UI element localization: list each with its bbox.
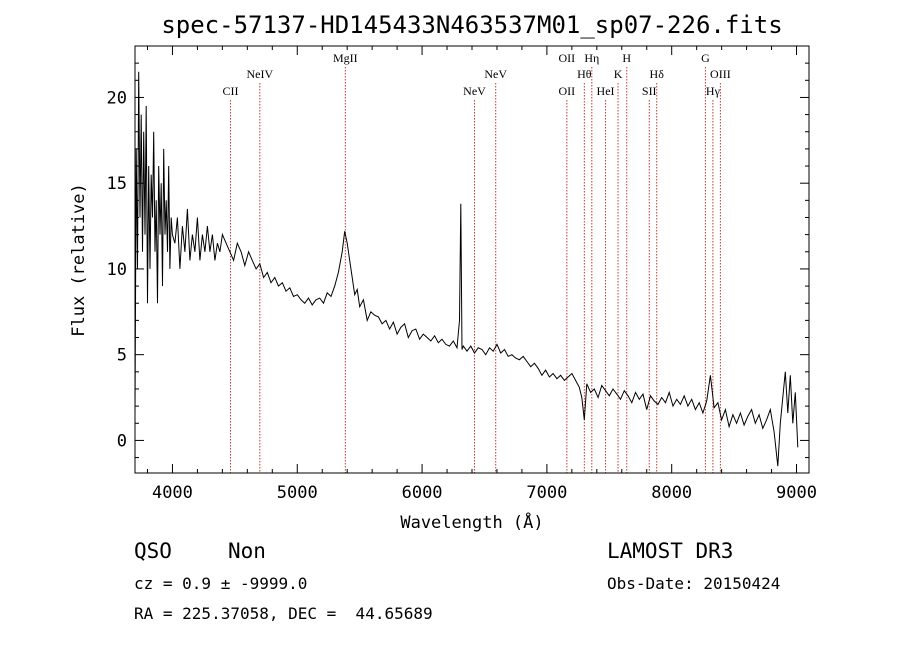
y-axis-label: Flux (relative) [69, 183, 89, 337]
plot-frame [134, 45, 810, 474]
line-marker-label: Hδ [650, 67, 665, 81]
chart-title: spec-57137-HD145433N463537M01_sp07-226.f… [161, 11, 782, 39]
y-tick-label: 15 [107, 174, 127, 194]
line-marker-label: NeV [484, 67, 507, 81]
line-marker-label: H [622, 51, 631, 65]
subclass-label: Non [228, 539, 266, 563]
y-tick-label: 5 [117, 346, 127, 366]
line-marker-label: K [614, 67, 623, 81]
spectrum-series-line [134, 71, 799, 467]
line-marker-label: G [701, 51, 710, 65]
line-marker-label: Hθ [577, 67, 592, 81]
line-marker-label: HeI [597, 84, 615, 98]
x-tick-label: 9000 [776, 483, 817, 503]
cz-line: cz = 0.9 ± -9999.0 [134, 574, 307, 593]
line-marker-label: Hγ [706, 84, 721, 98]
axis-ticks: 4000 5000 6000 7000 8000 9000 0 5 10 15 20 [107, 45, 817, 503]
x-tick-label: 8000 [651, 483, 692, 503]
x-axis-label: Wavelength (Å) [400, 511, 543, 533]
coordinates: RA = 225.37058, DEC = 44.65689 [134, 604, 433, 623]
x-tick-label: 6000 [402, 483, 443, 503]
x-tick-label: 5000 [277, 483, 318, 503]
line-marker-label: Hη [584, 51, 599, 65]
y-tick-label: 20 [107, 88, 127, 108]
x-tick-label: 4000 [152, 483, 193, 503]
line-marker-label: OII [559, 51, 576, 65]
survey-label: LAMOST DR3 [607, 539, 733, 563]
obs-date: Obs-Date: 20150424 [607, 574, 780, 593]
line-marker-label: OII [559, 84, 576, 98]
line-marker-label: NeV [463, 84, 486, 98]
line-marker-label: CII [222, 84, 238, 98]
y-tick-label: 0 [117, 431, 127, 451]
y-tick-label: 10 [107, 260, 127, 280]
line-marker-label: MgII [333, 51, 358, 65]
x-tick-label: 7000 [526, 483, 567, 503]
line-marker-label: SII [642, 84, 657, 98]
line-marker-label: NeIV [246, 67, 273, 81]
class-label: QSO [134, 539, 172, 563]
line-marker-label: OIII [710, 67, 731, 81]
